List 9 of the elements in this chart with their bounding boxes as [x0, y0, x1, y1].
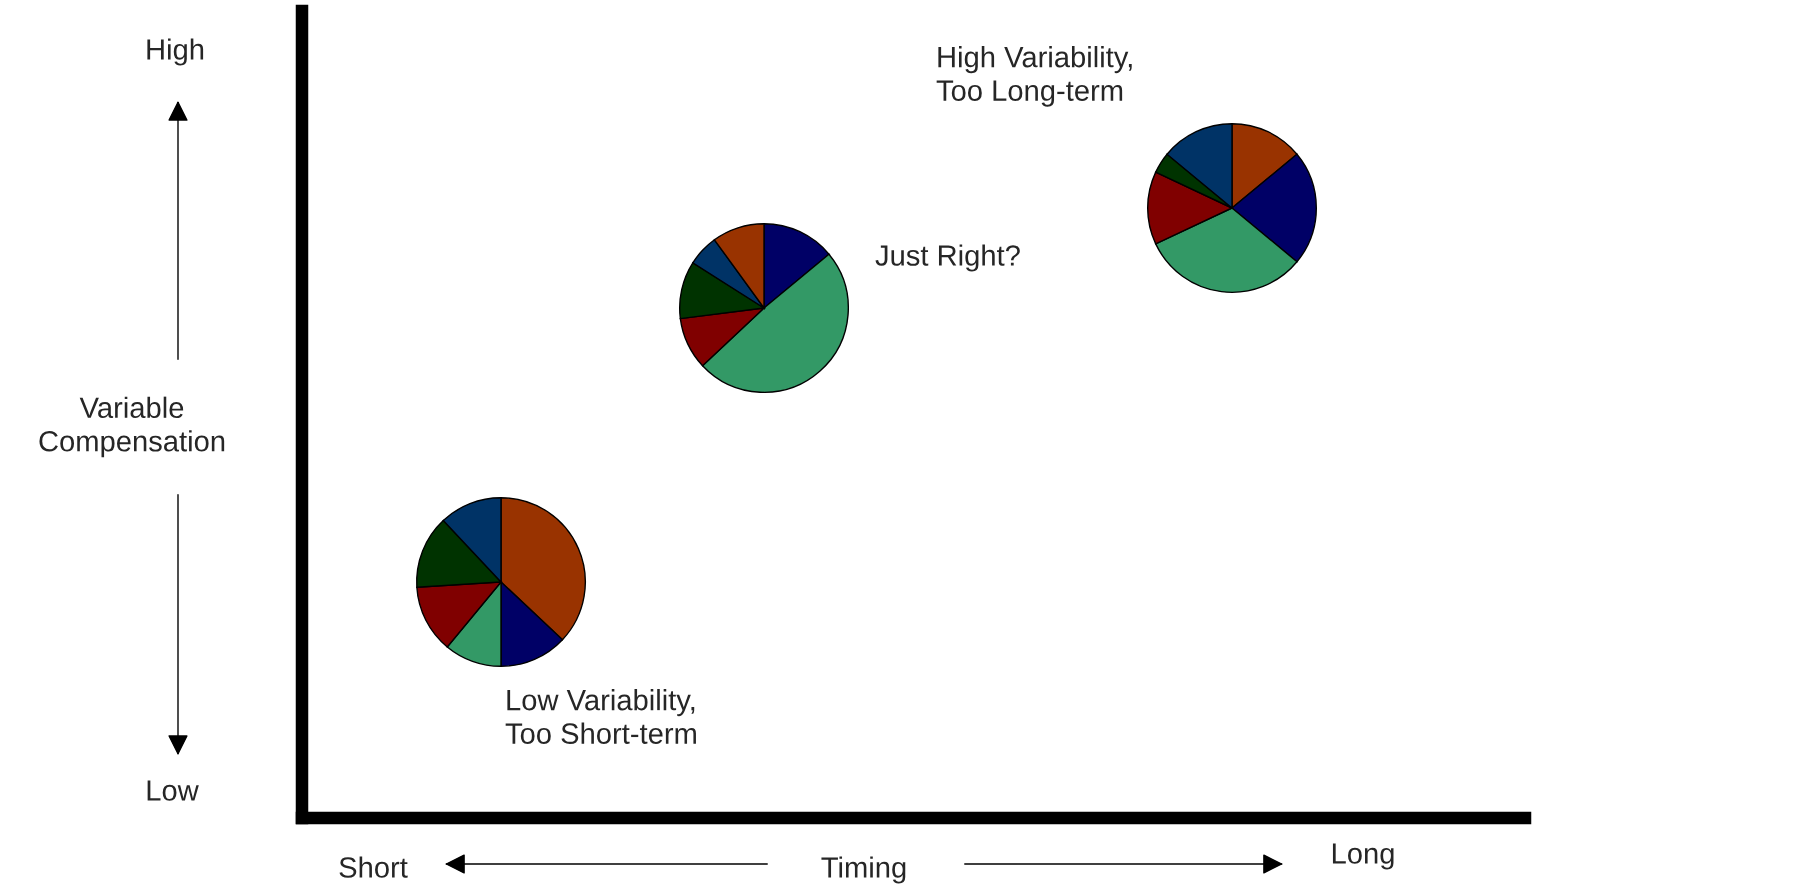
- text: Low: [147, 780, 199, 801]
- text: Long: [1332, 843, 1394, 870]
- text: Timing: [821, 856, 906, 884]
- text: Low Variability, Too Short-term: [505, 689, 696, 744]
- text: Just Right?: [875, 244, 1020, 272]
- text: High: [147, 38, 204, 66]
- text: High Variability, Too Long-term: [936, 46, 1132, 107]
- text: Short: [339, 856, 408, 878]
- text: Variable Compensation: [39, 396, 225, 458]
